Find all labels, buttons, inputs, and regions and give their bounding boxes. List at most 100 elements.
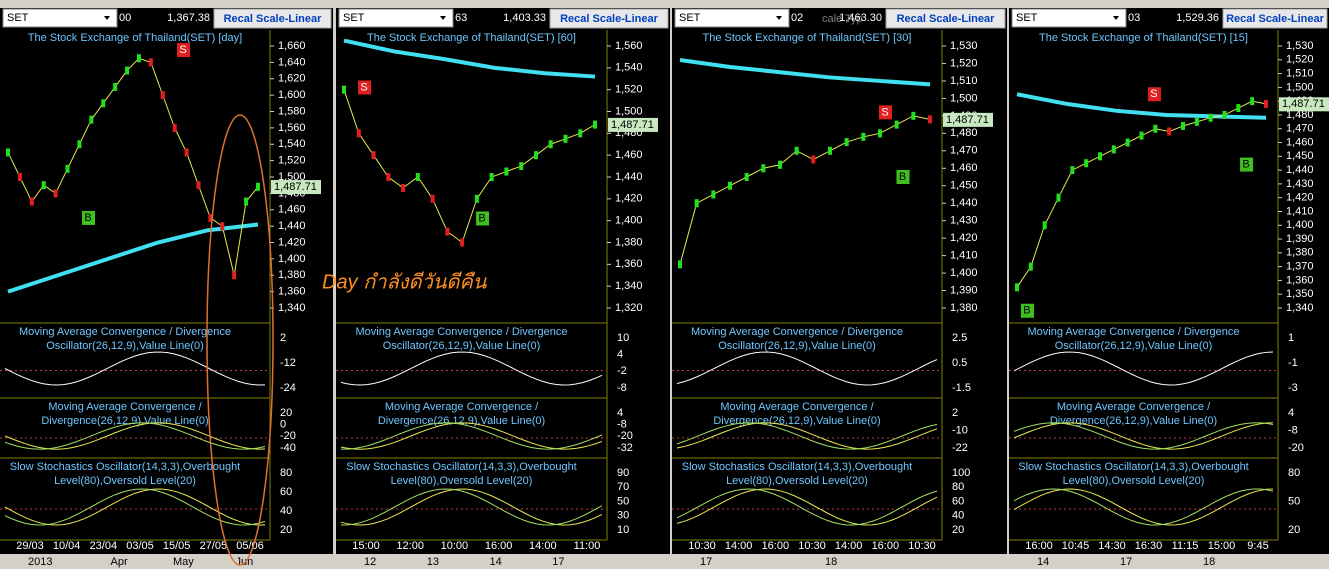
panel-bg [0,8,333,569]
price-tick-label: 1,520 [1286,54,1314,66]
candle [232,271,237,280]
price-tick-label: 1,530 [1286,40,1314,52]
candle [342,85,346,94]
time-label: 10:45 [1062,540,1090,552]
indicator-line-2 [1013,488,1274,526]
date-label: Apr [111,556,128,568]
candle [711,190,716,199]
indicator-tick: 80 [1288,467,1300,479]
indicator-tick: 2 [280,332,286,344]
candle [65,164,70,173]
candle [811,155,816,164]
close-line [343,89,596,244]
price-tick-label: 1,540 [615,62,643,74]
candle [1208,113,1213,122]
price-tick-label: 1,440 [1286,164,1314,176]
indicator-tick: 100 [952,467,970,479]
indicator-title: Oscillator(26,12,9),Value Line(0) [1055,340,1213,352]
indicator-tick: 4 [617,349,623,361]
price-tick-label: 1,360 [615,258,643,270]
candle [445,227,450,236]
indicator-tick: 0 [280,419,286,431]
price-tick-label: 1,360 [1286,274,1314,286]
candle [678,260,682,269]
date-strip [336,554,670,569]
symbol-select[interactable] [1011,8,1127,28]
time-label: 16:00 [872,540,900,552]
dropdown-arrow [440,16,446,20]
price-tick-label: 1,320 [615,302,643,314]
price-tick-label: 1,420 [1286,192,1314,204]
candle [548,140,553,149]
price-tick-label: 1,510 [1286,67,1314,79]
last-price-box [271,180,321,195]
symbol-select[interactable] [2,8,118,28]
time-label: 14:30 [1098,540,1126,552]
time-label: 15/05 [163,540,191,552]
price-tick-label: 1,430 [950,215,978,227]
candle [1222,110,1227,119]
time-label: 05/06 [236,540,264,552]
candle [430,194,435,203]
recal-button[interactable] [885,8,1006,29]
long-ma [679,57,931,87]
recal-button[interactable] [213,8,332,29]
candle [89,115,94,124]
price-tick-label: 1,640 [278,56,306,68]
signal-label: B [1023,305,1030,317]
indicator-title: Slow Stochastics Oscillator(14,3,3),Over… [1018,461,1249,473]
candle [1042,221,1047,230]
indicator-tick: 30 [617,510,629,522]
date-label: 17 [700,556,712,568]
indicator-title: Level(80),Oversold Level(20) [54,475,196,487]
close-line [7,57,259,276]
price-tick-label: 1,480 [950,127,978,139]
price-tick-label: 1,410 [1286,205,1314,217]
candle [460,238,465,247]
price-tick-label: 1,460 [278,204,306,216]
price-tick-label: 1,440 [615,171,643,183]
symbol: SET [679,12,701,24]
time-label: 14:00 [529,540,557,552]
candle [878,129,882,138]
signal-label: S [1150,88,1157,100]
long-ma [7,222,259,294]
indicator-tick: 70 [617,481,629,493]
date-label: Jun [236,556,254,568]
time-label: 10/04 [53,540,81,552]
price-tick-label: 1,500 [950,92,978,104]
signal-label: B [478,212,485,224]
indicator-title: Slow Stochastics Oscillator(14,3,3),Over… [346,461,577,473]
price-tick-label: 1,400 [278,253,306,265]
indicator-title: Slow Stochastics Oscillator(14,3,3),Over… [682,461,913,473]
candle [386,173,391,181]
symbol-select[interactable] [674,8,790,28]
candle [861,132,866,141]
recal-label: Recal Scale-Linear [560,13,659,25]
candle [928,115,932,124]
signal-label: B [84,212,91,224]
recal-button[interactable] [549,8,669,29]
indicator-tick: 20 [280,407,292,419]
date-label: 14 [1037,556,1049,568]
indicator-title: Oscillator(26,12,9),Value Line(0) [718,340,876,352]
last-price-label: 1,487.71 [946,114,989,126]
candle [356,129,361,138]
dropdown-arrow [776,16,782,20]
price-tick-label: 1,380 [278,269,306,281]
recal-button[interactable] [1222,8,1328,29]
signal-label: S [360,81,367,93]
candle [29,197,34,206]
date-label: May [173,556,194,568]
indicator-line-2 [1013,422,1274,450]
price-tick-label: 1,420 [950,232,978,244]
price-tick-label: 1,500 [278,171,306,183]
indicator-tick: -3 [1288,382,1298,394]
price-tick-label: 1,470 [1286,123,1314,135]
price-tick-label: 1,340 [615,280,643,292]
price-tick-label: 1,400 [950,267,978,279]
date-label: 18 [825,556,837,568]
candle [53,189,58,198]
symbol-select[interactable] [338,8,454,28]
